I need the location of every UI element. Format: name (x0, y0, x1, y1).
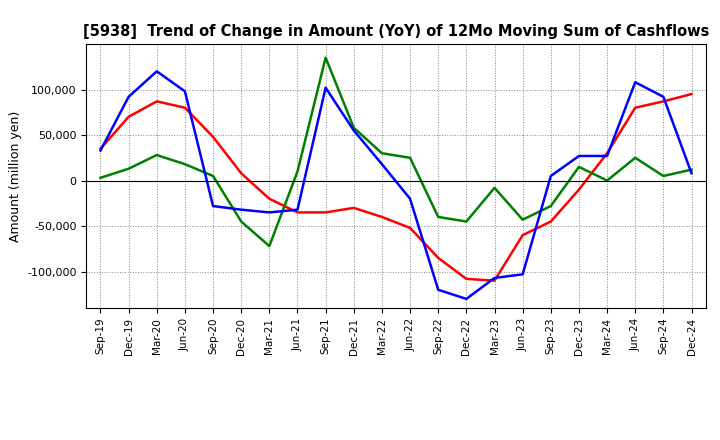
Operating Cashflow (546, 219, 555, 224)
Free Cashflow (462, 296, 471, 301)
Free Cashflow (265, 210, 274, 215)
Investing Cashflow (349, 125, 358, 130)
Investing Cashflow (546, 203, 555, 209)
Operating Cashflow (265, 196, 274, 202)
Investing Cashflow (490, 185, 499, 191)
Investing Cashflow (377, 150, 386, 156)
Free Cashflow (349, 128, 358, 133)
Free Cashflow (575, 153, 583, 158)
Operating Cashflow (659, 99, 667, 104)
Operating Cashflow (181, 105, 189, 110)
Investing Cashflow (434, 214, 443, 220)
Free Cashflow (434, 287, 443, 293)
Free Cashflow (181, 89, 189, 94)
Free Cashflow (153, 69, 161, 74)
Investing Cashflow (265, 243, 274, 249)
Investing Cashflow (209, 173, 217, 179)
Investing Cashflow (575, 164, 583, 169)
Free Cashflow (125, 94, 133, 99)
Operating Cashflow (434, 255, 443, 260)
Operating Cashflow (377, 214, 386, 220)
Investing Cashflow (181, 161, 189, 167)
Y-axis label: Amount (million yen): Amount (million yen) (9, 110, 22, 242)
Free Cashflow (659, 94, 667, 99)
Investing Cashflow (659, 173, 667, 179)
Free Cashflow (687, 171, 696, 176)
Operating Cashflow (575, 187, 583, 192)
Operating Cashflow (687, 92, 696, 97)
Investing Cashflow (462, 219, 471, 224)
Free Cashflow (293, 207, 302, 213)
Operating Cashflow (462, 276, 471, 282)
Free Cashflow (518, 271, 527, 277)
Investing Cashflow (293, 169, 302, 174)
Free Cashflow (546, 173, 555, 179)
Line: Investing Cashflow: Investing Cashflow (101, 58, 691, 246)
Free Cashflow (631, 80, 639, 85)
Line: Free Cashflow: Free Cashflow (101, 71, 691, 299)
Investing Cashflow (518, 217, 527, 222)
Operating Cashflow (153, 99, 161, 104)
Operating Cashflow (518, 232, 527, 238)
Free Cashflow (96, 148, 105, 153)
Investing Cashflow (321, 55, 330, 60)
Free Cashflow (603, 153, 611, 158)
Operating Cashflow (406, 225, 415, 231)
Free Cashflow (209, 203, 217, 209)
Line: Operating Cashflow: Operating Cashflow (101, 94, 691, 281)
Operating Cashflow (321, 210, 330, 215)
Operating Cashflow (293, 210, 302, 215)
Operating Cashflow (96, 146, 105, 151)
Operating Cashflow (237, 171, 246, 176)
Investing Cashflow (603, 178, 611, 183)
Investing Cashflow (237, 219, 246, 224)
Free Cashflow (490, 275, 499, 281)
Investing Cashflow (406, 155, 415, 161)
Operating Cashflow (349, 205, 358, 210)
Investing Cashflow (96, 175, 105, 180)
Free Cashflow (237, 207, 246, 213)
Free Cashflow (321, 85, 330, 90)
Operating Cashflow (631, 105, 639, 110)
Operating Cashflow (209, 134, 217, 139)
Free Cashflow (406, 196, 415, 202)
Investing Cashflow (687, 167, 696, 172)
Investing Cashflow (631, 155, 639, 161)
Investing Cashflow (125, 166, 133, 171)
Investing Cashflow (153, 152, 161, 158)
Title: [5938]  Trend of Change in Amount (YoY) of 12Mo Moving Sum of Cashflows: [5938] Trend of Change in Amount (YoY) o… (83, 24, 709, 39)
Operating Cashflow (603, 150, 611, 156)
Operating Cashflow (490, 278, 499, 283)
Operating Cashflow (125, 114, 133, 120)
Free Cashflow (377, 161, 386, 167)
